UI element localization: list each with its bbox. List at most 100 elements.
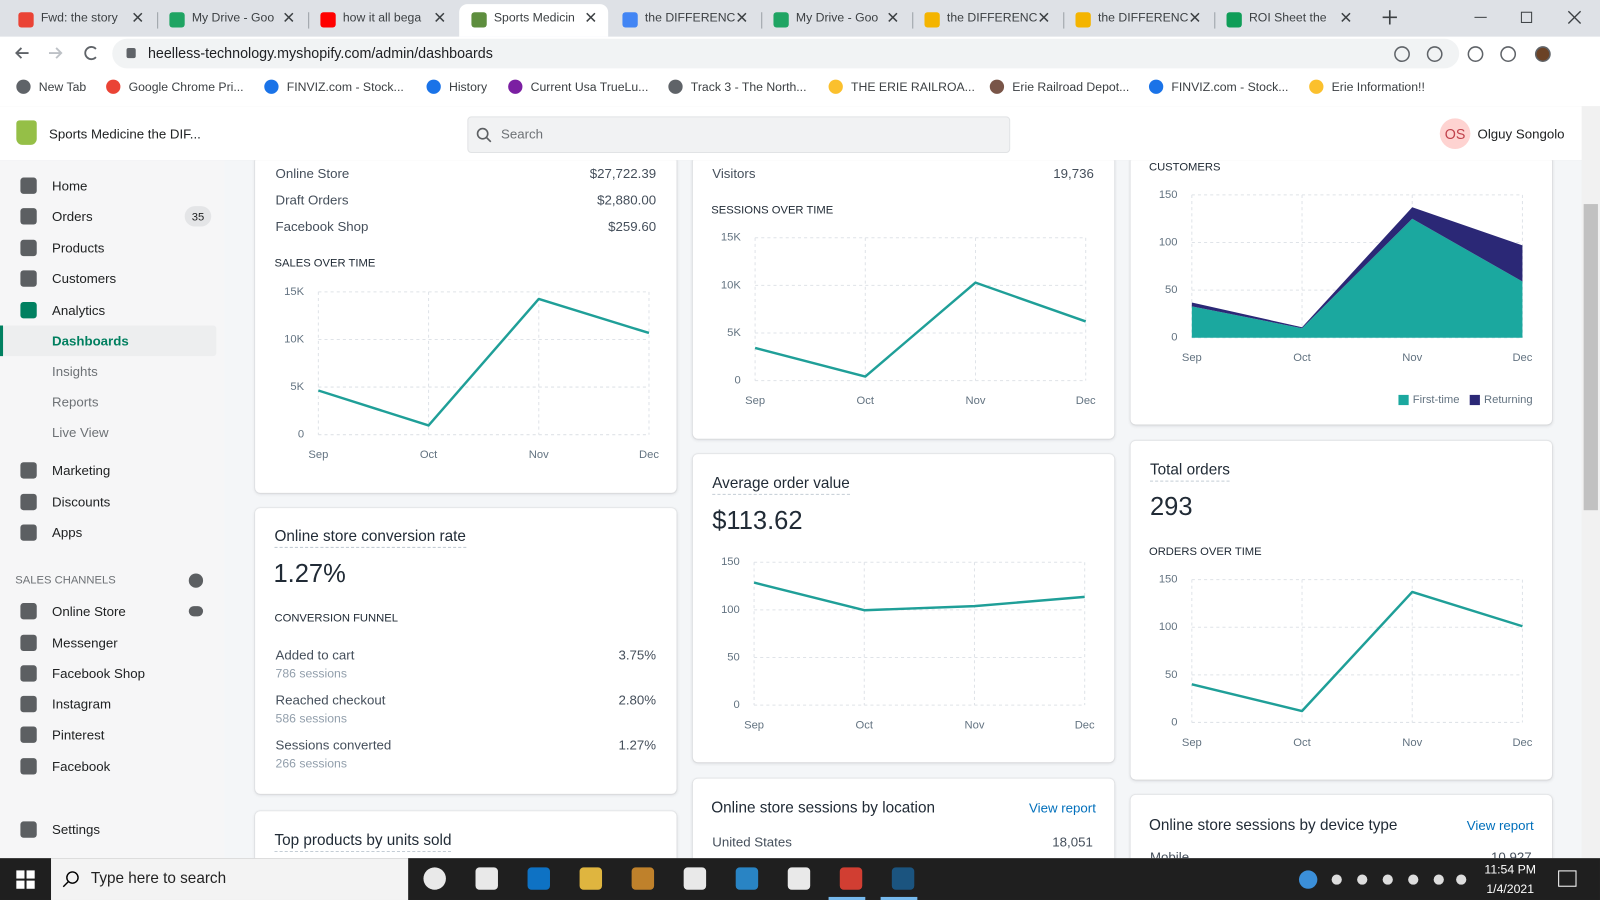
nav-item[interactable]: Apps — [52, 524, 83, 541]
add-channel[interactable] — [188, 573, 204, 588]
bookmark[interactable]: Current Usa TrueLu... — [530, 79, 649, 94]
y-tick-label: 5K — [727, 327, 741, 339]
card — [255, 508, 677, 794]
path — [1190, 12, 1200, 22]
view-report-link[interactable]: View report — [1029, 800, 1096, 816]
x-tick-label: Dec — [1512, 352, 1532, 364]
taskbar-app[interactable] — [787, 867, 811, 890]
bookmark[interactable]: New Tab — [38, 79, 87, 94]
taskbar-app[interactable] — [475, 867, 498, 890]
y-tick-label: 100 — [1159, 236, 1178, 248]
tab[interactable]: ROI Sheet the — [1214, 4, 1363, 37]
nav-item[interactable]: Dashboards — [52, 333, 129, 349]
close-icon — [586, 12, 596, 22]
bookmark[interactable]: Erie Information!! — [1331, 79, 1425, 94]
nav-item[interactable]: Orders — [52, 208, 93, 224]
y-tick-label: 15K — [721, 232, 741, 244]
nav-icon — [20, 603, 37, 620]
path — [1341, 12, 1351, 22]
x-tick-label: Sep — [1182, 737, 1202, 749]
line — [753, 581, 1085, 612]
legend-swatch — [1469, 394, 1480, 406]
bookmark[interactable]: Track 3 - The North... — [690, 79, 807, 94]
taskbar-app[interactable] — [631, 867, 655, 890]
chart: 0 50 100 150 Sep Oct Nov Dec Returning First-time — [1159, 189, 1533, 406]
nav-item[interactable]: Customers — [52, 270, 117, 287]
bookmark[interactable]: FINVIZ.com - Stock... — [1171, 79, 1289, 94]
nav-item[interactable]: Insights — [52, 363, 98, 380]
bookmark-icon — [1309, 79, 1324, 94]
tab-separator — [157, 12, 159, 29]
nav-item[interactable]: Online Store — [52, 603, 126, 619]
nav-item[interactable]: Instagram — [52, 696, 112, 712]
funnel-sessions: 786 sessions — [275, 666, 347, 681]
nav-item[interactable]: Reports — [52, 394, 99, 410]
nav-item[interactable]: Settings — [52, 821, 100, 838]
taskbar-app[interactable] — [683, 867, 707, 890]
path — [888, 12, 898, 22]
taskbar-app[interactable] — [579, 867, 603, 890]
bookmark-icon — [264, 79, 279, 94]
x-tick-label: Sep — [1182, 352, 1202, 364]
bookmark[interactable]: FINVIZ.com - Stock... — [286, 79, 404, 94]
taskbar-app[interactable] — [839, 867, 863, 890]
nav-item[interactable]: Home — [52, 178, 88, 194]
address-bar[interactable] — [112, 38, 1460, 69]
tab[interactable]: the DIFFERENC — [610, 4, 759, 37]
nav-item[interactable]: Marketing — [52, 462, 111, 479]
circle — [1456, 874, 1467, 885]
notification-icon[interactable] — [1558, 870, 1577, 887]
extension-icons — [1394, 46, 1551, 62]
nav-item[interactable]: Discounts — [52, 494, 111, 510]
x-tick-label: Sep — [745, 395, 765, 407]
taskbar-app[interactable] — [527, 867, 550, 890]
tab[interactable]: the DIFFERENC — [1063, 4, 1212, 37]
funnel-rate: 3.75% — [618, 647, 657, 663]
taskbar-search[interactable] — [51, 858, 409, 900]
tab[interactable]: My Drive - Goo — [157, 4, 306, 37]
nav-item[interactable]: Live View — [52, 424, 109, 441]
nav-icon — [20, 208, 37, 225]
sidebar: Home Orders Products Customers Analytics 35 Da… — [0, 160, 225, 859]
nav-item[interactable]: Analytics — [52, 302, 106, 318]
x-tick-label: Oct — [1293, 352, 1311, 364]
bookmark[interactable]: Erie Railroad Depot... — [1012, 79, 1130, 94]
chart: 0 50 100 150 Sep Oct Nov Dec — [1159, 574, 1533, 749]
tab[interactable]: how it all bega — [308, 4, 457, 37]
circle — [476, 127, 489, 140]
bookmark[interactable]: Google Chrome Pri... — [128, 79, 244, 94]
rect — [26, 880, 35, 889]
tab-strip — [0, 0, 1600, 37]
nav-icon — [20, 665, 37, 682]
nav-item[interactable]: Products — [52, 240, 105, 256]
chart-title: SESSIONS OVER TIME — [711, 204, 834, 217]
tab[interactable]: My Drive - Goo — [761, 4, 910, 37]
view-report-link[interactable]: View report — [1466, 817, 1534, 834]
card-title: Average order value — [712, 474, 850, 495]
path — [1039, 12, 1049, 22]
tab[interactable]: the DIFFERENC — [912, 4, 1061, 37]
taskbar-app[interactable] — [423, 867, 446, 890]
path — [133, 12, 143, 22]
path — [84, 46, 97, 61]
tab[interactable]: Fwd: the story — [6, 4, 155, 37]
tab-separator — [761, 12, 763, 29]
search-placeholder: Search — [501, 126, 544, 142]
taskbar-app[interactable] — [735, 867, 759, 890]
nav-item[interactable]: Pinterest — [52, 727, 105, 743]
chart-title: ORDERS OVER TIME — [1148, 545, 1262, 559]
circle — [1382, 874, 1393, 885]
tab-title: Sports Medicin — [493, 10, 575, 25]
bookmark[interactable]: THE ERIE RAILROA... — [851, 79, 975, 94]
path — [586, 12, 596, 22]
nav-item[interactable]: Messenger — [52, 635, 118, 651]
search-box[interactable]: Search — [467, 116, 1011, 154]
bookmark[interactable]: History — [448, 79, 488, 94]
taskbar-app[interactable] — [891, 867, 915, 890]
funnel-rate: 1.27% — [618, 737, 657, 753]
store-name: Sports Medicine the DIF... — [48, 126, 201, 142]
nav-item[interactable]: Facebook Shop — [52, 665, 145, 682]
nav-item[interactable]: Facebook — [52, 758, 111, 774]
y-tick-label: 0 — [1171, 716, 1177, 728]
tab[interactable]: Sports Medicin — [459, 4, 609, 37]
